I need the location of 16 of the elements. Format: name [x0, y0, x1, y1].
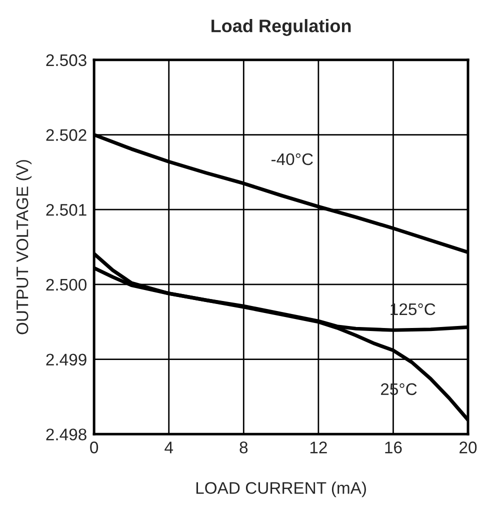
y-tick-label: 2.500 [46, 278, 86, 291]
y-tick-label: 2.499 [46, 354, 86, 366]
x-tick-label: 4 [164, 442, 174, 454]
y-axis-title: OUTPUT VOLTAGE (V) [16, 160, 32, 334]
y-tick-label: 2.498 [46, 428, 86, 440]
x-axis-title: LOAD CURRENT (mA) [196, 482, 366, 498]
x-tick-label: 8 [240, 442, 248, 454]
chart-title: Load Regulation [212, 19, 351, 36]
y-tick-label: 2.503 [46, 54, 86, 66]
y-tick-label: 2.501 [46, 204, 86, 216]
x-tick-label: 16 [385, 442, 402, 454]
x-tick-label: 20 [460, 442, 477, 454]
x-tick-label: 12 [310, 442, 327, 454]
series-label: -40°C [271, 153, 313, 166]
x-tick-label: 0 [90, 442, 98, 454]
y-tick-label: 2.502 [46, 129, 86, 141]
